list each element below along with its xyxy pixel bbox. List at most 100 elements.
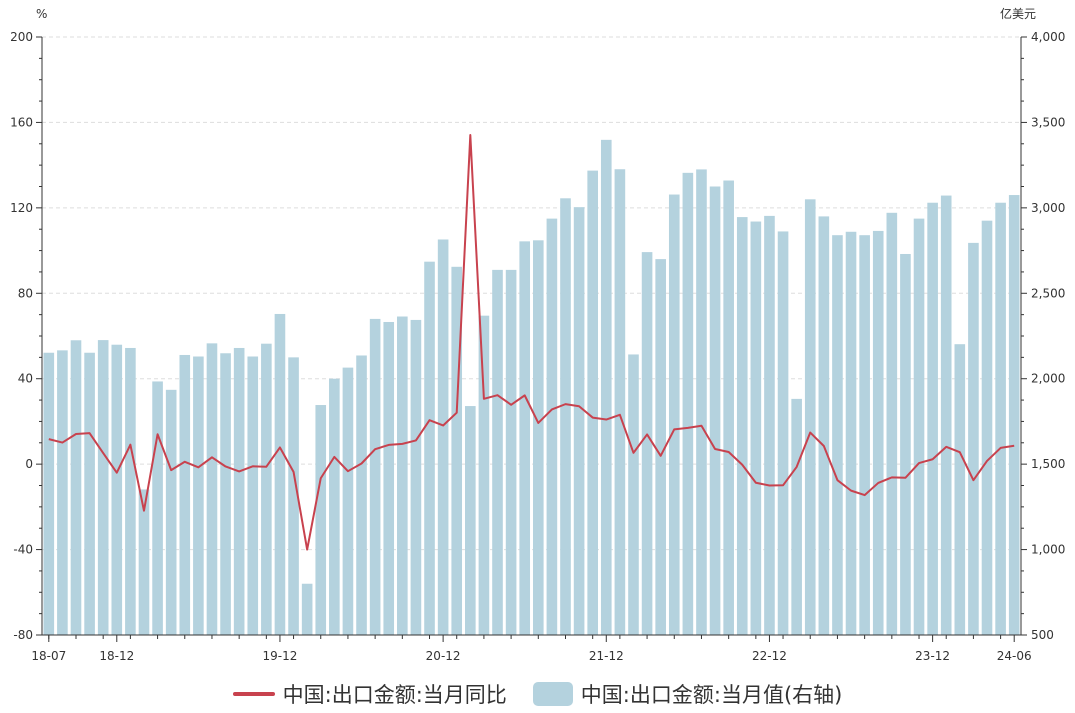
bar [573, 207, 585, 636]
bar [845, 231, 857, 635]
bar [301, 583, 313, 635]
bar [43, 352, 55, 635]
bar [424, 261, 435, 635]
bar [179, 354, 191, 635]
bar [995, 202, 1006, 636]
bar [220, 353, 231, 635]
legend-box-swatch [532, 682, 573, 706]
bar [315, 405, 327, 635]
bar [954, 344, 966, 635]
left-tick-label: 120 [10, 201, 33, 215]
right-axis-unit: 亿美元 [1000, 6, 1036, 21]
left-tick-label: -80 [13, 628, 33, 642]
legend: 中国:出口金额:当月同比 中国:出口金额:当月值(右轴) [0, 676, 1075, 712]
bar [519, 241, 531, 635]
bar [859, 235, 870, 635]
bar [492, 269, 503, 635]
x-tick-label: 18-07 [31, 649, 66, 663]
legend-line-swatch [232, 692, 275, 696]
bar [410, 319, 422, 635]
bar [193, 356, 204, 635]
bar [696, 169, 707, 635]
x-tick-label: 22-12 [752, 649, 787, 663]
right-tick-label: 500 [1031, 628, 1054, 642]
bar [791, 398, 802, 635]
axes: -80 -40 0 40 80 120 160 200 500 1,000 1,500 2,000 2,… [10, 30, 1065, 663]
bar [57, 350, 68, 635]
gridlines [42, 36, 1021, 551]
bar [70, 340, 82, 635]
bar [804, 199, 816, 635]
bar [709, 186, 721, 635]
bar [233, 347, 245, 635]
bar [668, 194, 680, 635]
right-tick-label: 2,000 [1031, 372, 1065, 386]
bar [546, 218, 558, 635]
bar [587, 170, 598, 636]
left-tick-label: -40 [13, 543, 33, 557]
legend-item-value[interactable]: 中国:出口金额:当月值(右轴) [532, 679, 843, 709]
bar [397, 316, 408, 635]
bar [968, 242, 979, 635]
x-tick-label: 20-12 [426, 649, 461, 663]
bar [750, 221, 762, 635]
right-tick-label: 2,500 [1031, 286, 1065, 300]
left-tick-label: 160 [10, 115, 33, 129]
right-tick-label: 3,000 [1031, 201, 1065, 215]
bar [369, 318, 381, 635]
bar [165, 389, 177, 635]
bar [900, 253, 911, 636]
bar [872, 230, 884, 636]
bar [111, 344, 123, 635]
legend-label-value: 中国:出口金额:当月值(右轴) [580, 683, 843, 707]
left-axis-unit: % [36, 7, 47, 21]
left-tick-label: 40 [18, 372, 33, 386]
x-tick-label: 24-06 [997, 649, 1032, 663]
bar [927, 202, 938, 636]
left-tick-label: 80 [18, 286, 33, 300]
bar [940, 195, 952, 635]
x-tick-label: 21-12 [589, 649, 624, 663]
bar [97, 340, 109, 635]
left-tick-label: 0 [25, 457, 33, 471]
bar [437, 239, 449, 635]
bar [247, 356, 259, 635]
bar [288, 357, 299, 635]
bar [600, 139, 612, 636]
bar [764, 215, 775, 635]
legend-item-yoy[interactable]: 中国:出口金额:当月同比 [232, 679, 507, 709]
bar [533, 240, 544, 635]
bar [206, 343, 218, 635]
bar [152, 381, 163, 635]
bar [628, 354, 639, 635]
bar [818, 216, 830, 635]
bar [886, 212, 898, 635]
bar [777, 231, 789, 635]
bar [981, 220, 993, 636]
bar [832, 235, 843, 635]
bar [84, 352, 95, 635]
bar [356, 355, 367, 635]
bar [723, 180, 734, 635]
x-tick-label: 19-12 [263, 649, 298, 663]
x-tick-label: 18-12 [99, 649, 134, 663]
bar [261, 343, 272, 635]
bar [383, 321, 395, 635]
bar [274, 313, 286, 635]
bar [655, 259, 666, 635]
bar [736, 217, 748, 635]
x-tick-label: 23-12 [915, 649, 950, 663]
bar [478, 315, 490, 635]
bar [329, 378, 340, 635]
bar [1008, 195, 1020, 636]
bar [342, 367, 354, 635]
yoy-line [48, 134, 1015, 551]
bar [560, 198, 571, 636]
bar [682, 172, 694, 635]
right-tick-label: 3,500 [1031, 115, 1065, 129]
line-series [48, 134, 1015, 551]
bar [451, 266, 463, 635]
bar [913, 218, 925, 635]
bar [465, 406, 476, 635]
right-tick-label: 1,500 [1031, 457, 1065, 471]
